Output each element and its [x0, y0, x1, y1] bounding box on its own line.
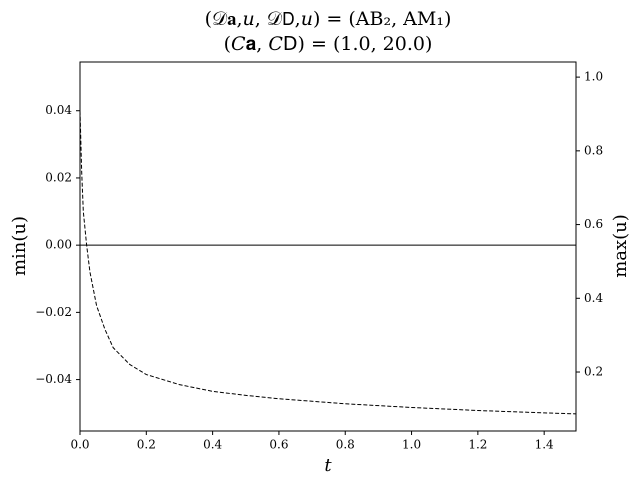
data-line [79, 110, 577, 415]
x-tick-label: 1.2 [468, 438, 487, 452]
y2-tick-label: 0.2 [584, 365, 603, 379]
y2-tick-label: 0.4 [584, 291, 603, 305]
x-tick-label: 0.6 [269, 438, 288, 452]
y2-tick-label: 0.8 [584, 143, 603, 157]
y2-axis-label: max(u) [610, 214, 631, 278]
x-tick-label: 0.4 [203, 438, 222, 452]
y-axis-label: min(u) [9, 216, 30, 276]
y-tick-label: 0.02 [45, 170, 72, 184]
x-tick-label: 0.2 [137, 438, 156, 452]
x-tick-label: 0.8 [336, 438, 355, 452]
plot-frame [79, 61, 577, 432]
y-tick-label: 0.00 [45, 238, 72, 252]
x-tick-label: 1.4 [535, 438, 554, 452]
x-axis-label: t [324, 455, 332, 476]
y2-tick-label: 0.6 [584, 217, 603, 231]
y-tick-label: −0.04 [35, 372, 72, 386]
x-tick-label: 1.0 [402, 438, 421, 452]
y-tick-label: −0.02 [35, 305, 72, 319]
chart-subtitle: (𝐶𝐚, 𝐶𝖣) = (1.0, 20.0) [224, 33, 433, 55]
x-tick-label: 0.0 [70, 438, 89, 452]
y-tick-label: 0.04 [45, 103, 72, 117]
y2-tick-label: 1.0 [584, 70, 603, 84]
chart-title: (𝒟𝐚,𝑢, 𝒟𝖣,𝑢) = (AB₂, AM₁) [205, 8, 452, 30]
